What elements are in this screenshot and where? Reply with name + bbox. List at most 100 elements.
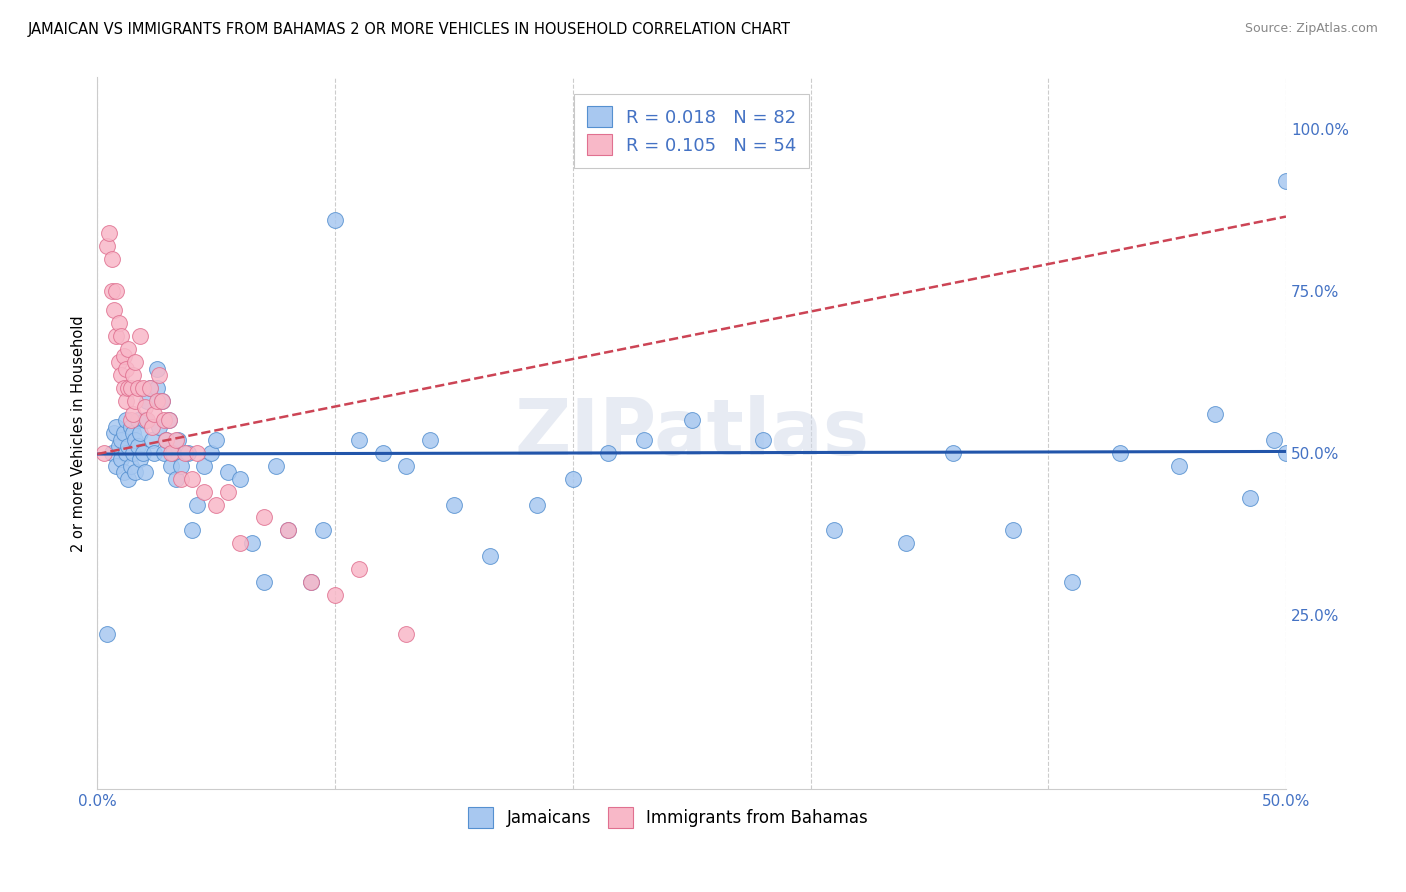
Point xyxy=(100,284,122,298)
Point xyxy=(181,524,204,538)
Point xyxy=(371,446,394,460)
Point xyxy=(253,510,276,524)
Point xyxy=(598,446,620,460)
Point xyxy=(205,498,228,512)
Point xyxy=(134,465,156,479)
Point xyxy=(176,446,198,460)
Point xyxy=(110,368,132,383)
Point xyxy=(117,342,139,356)
Point xyxy=(117,472,139,486)
Text: Source: ZipAtlas.com: Source: ZipAtlas.com xyxy=(1244,22,1378,36)
Point xyxy=(100,446,122,460)
Point xyxy=(167,433,190,447)
Point xyxy=(894,536,917,550)
Point xyxy=(165,433,187,447)
Point xyxy=(181,472,204,486)
Point xyxy=(141,420,163,434)
Point xyxy=(122,368,145,383)
Point xyxy=(138,381,160,395)
Point xyxy=(122,446,145,460)
Point xyxy=(395,458,418,473)
Point xyxy=(120,420,142,434)
Point xyxy=(1168,458,1191,473)
Point xyxy=(117,381,139,395)
Point xyxy=(277,524,299,538)
Point xyxy=(561,472,583,486)
Point xyxy=(148,420,170,434)
Point xyxy=(160,446,183,460)
Point xyxy=(129,426,152,441)
Point xyxy=(395,627,418,641)
Point xyxy=(217,465,239,479)
Point xyxy=(240,536,263,550)
Point xyxy=(153,413,176,427)
Point xyxy=(1060,575,1083,590)
Point xyxy=(107,355,129,369)
Point xyxy=(1204,407,1226,421)
Point xyxy=(105,284,128,298)
Point xyxy=(323,588,346,602)
Point xyxy=(136,413,159,427)
Point xyxy=(143,446,166,460)
Text: ZIPatlas: ZIPatlas xyxy=(515,395,869,471)
Point xyxy=(120,413,142,427)
Point xyxy=(105,420,128,434)
Point xyxy=(823,524,845,538)
Point xyxy=(107,316,129,330)
Point xyxy=(98,226,121,240)
Point xyxy=(193,484,215,499)
Legend: Jamaicans, Immigrants from Bahamas: Jamaicans, Immigrants from Bahamas xyxy=(461,801,875,834)
Point xyxy=(122,426,145,441)
Point xyxy=(323,212,346,227)
Point xyxy=(633,433,655,447)
Point xyxy=(115,413,138,427)
Point xyxy=(103,426,125,441)
Point xyxy=(155,433,177,447)
Point xyxy=(112,349,135,363)
Point xyxy=(752,433,775,447)
Point xyxy=(217,484,239,499)
Point xyxy=(1108,446,1130,460)
Point xyxy=(120,381,142,395)
Point xyxy=(93,446,115,460)
Point xyxy=(96,238,118,252)
Point xyxy=(1275,174,1298,188)
Point xyxy=(127,381,149,395)
Point xyxy=(157,413,180,427)
Point xyxy=(526,498,548,512)
Point xyxy=(129,452,152,467)
Point xyxy=(312,524,335,538)
Point xyxy=(169,472,191,486)
Point xyxy=(112,465,135,479)
Point xyxy=(155,433,177,447)
Point xyxy=(105,458,128,473)
Point xyxy=(124,355,146,369)
Point xyxy=(117,439,139,453)
Point xyxy=(115,394,138,409)
Point xyxy=(120,458,142,473)
Point xyxy=(110,452,132,467)
Point xyxy=(150,394,173,409)
Point xyxy=(162,446,184,460)
Point xyxy=(124,433,146,447)
Point xyxy=(299,575,322,590)
Point xyxy=(96,627,118,641)
Point xyxy=(264,458,287,473)
Point xyxy=(107,439,129,453)
Point xyxy=(443,498,465,512)
Point xyxy=(157,413,180,427)
Point xyxy=(122,407,145,421)
Point xyxy=(134,413,156,427)
Point xyxy=(229,472,252,486)
Point xyxy=(186,446,208,460)
Y-axis label: 2 or more Vehicles in Household: 2 or more Vehicles in Household xyxy=(72,315,86,551)
Point xyxy=(124,465,146,479)
Point xyxy=(138,381,160,395)
Point xyxy=(681,413,703,427)
Point xyxy=(419,433,441,447)
Point xyxy=(131,381,153,395)
Point xyxy=(127,413,149,427)
Point xyxy=(136,394,159,409)
Point xyxy=(112,426,135,441)
Point xyxy=(146,381,169,395)
